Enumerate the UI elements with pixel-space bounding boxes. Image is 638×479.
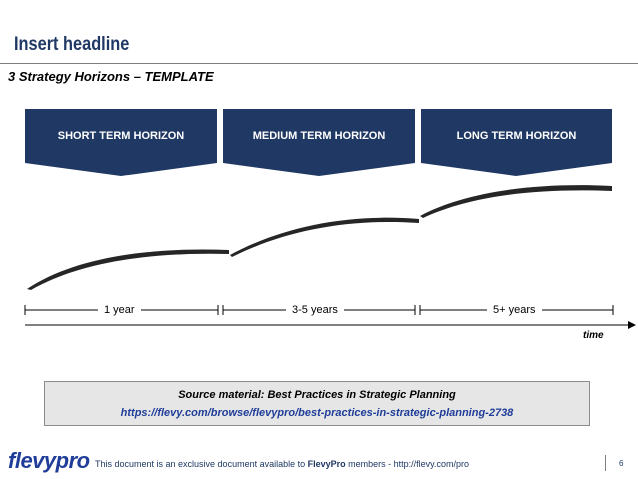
medium-term-label: MEDIUM TERM HORIZON [252, 130, 386, 142]
page-headline: Insert headline [14, 34, 130, 55]
horizon-chevrons [25, 109, 612, 176]
time-arrow [25, 321, 636, 329]
growth-curves [27, 185, 612, 290]
time-axis-label: time [583, 330, 604, 341]
flevypro-logo[interactable]: flevypro [8, 448, 90, 473]
timeframe-short: 1 year [98, 304, 141, 318]
source-title: Source material: Best Practices in Strat… [178, 389, 456, 401]
medium-term-curve [230, 217, 419, 257]
timeline-axis [24, 305, 636, 329]
long-term-chevron [421, 109, 612, 176]
short-term-curve [27, 249, 229, 290]
short-term-label: SHORT TERM HORIZON [57, 130, 185, 142]
timeframe-long: 5+ years [487, 304, 542, 318]
footer-brand: FlevyPro [307, 459, 346, 469]
page-number: 6 [619, 459, 624, 468]
timeframe-medium: 3-5 years [286, 304, 344, 318]
slide-subtitle: 3 Strategy Horizons – TEMPLATE [8, 69, 214, 84]
long-term-curve [420, 185, 612, 218]
short-term-chevron [25, 109, 217, 176]
medium-term-chevron [223, 109, 415, 176]
header-divider [0, 63, 638, 64]
footer-text-suffix: members - http://flevy.com/pro [345, 459, 470, 469]
footer-text-prefix: This document is an exclusive document a… [95, 459, 308, 469]
long-term-label: LONG TERM HORIZON [456, 130, 577, 142]
source-box: Source material: Best Practices in Strat… [44, 381, 590, 426]
footer-divider [605, 455, 606, 471]
footer-notice: This document is an exclusive document a… [95, 459, 469, 469]
source-link[interactable]: https://flevy.com/browse/flevypro/best-p… [120, 407, 514, 419]
